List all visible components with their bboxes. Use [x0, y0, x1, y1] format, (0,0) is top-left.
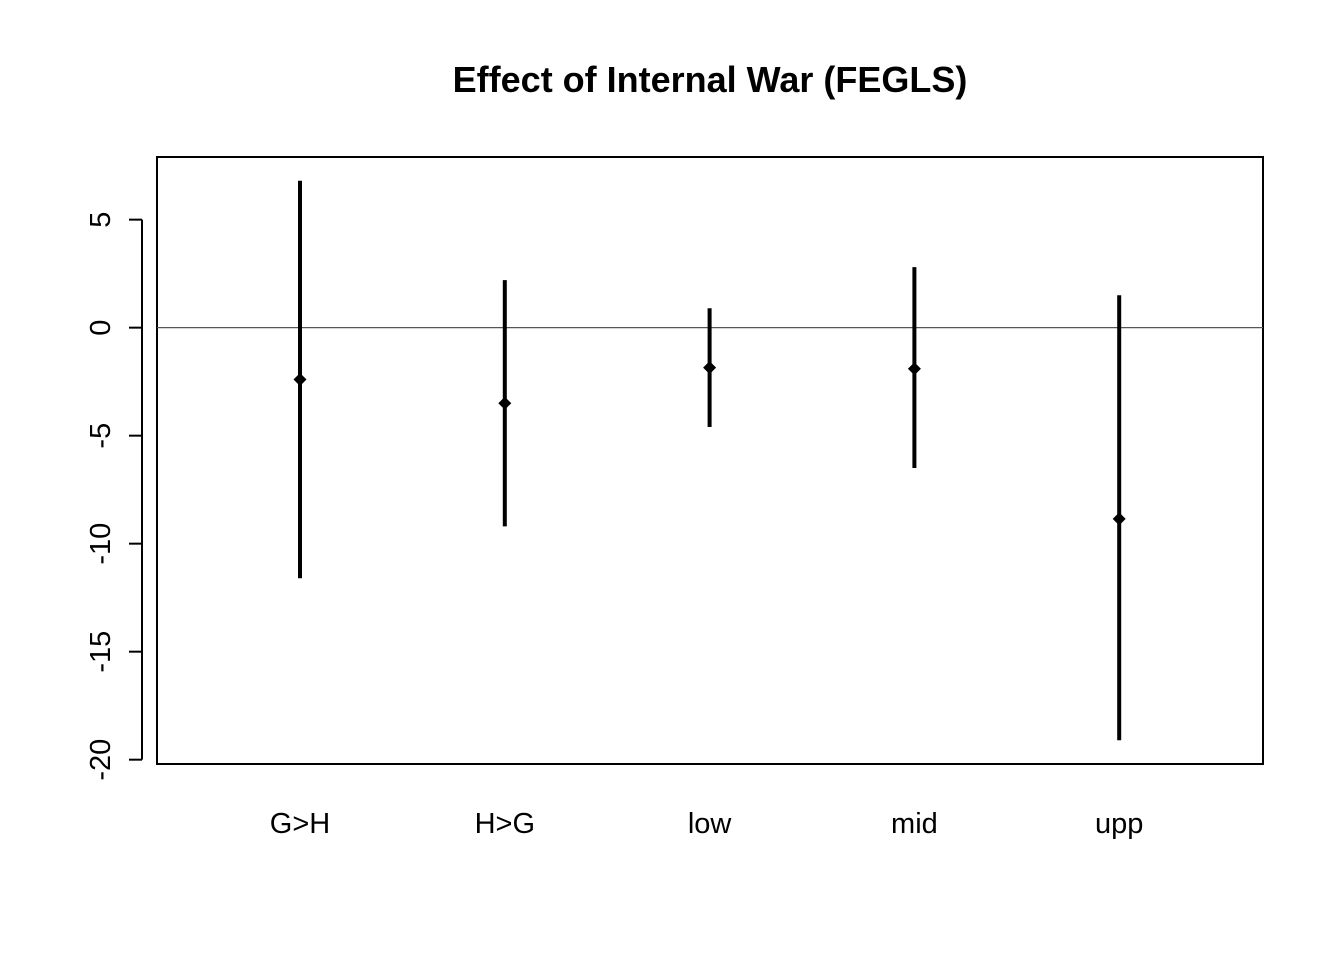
x-tick-label: G>H — [270, 808, 330, 840]
x-axis: G>H H>G low mid upp — [270, 808, 1144, 840]
estimate-point — [293, 372, 307, 386]
y-tick-label: -5 — [85, 423, 117, 449]
chart-marks — [157, 180, 1263, 741]
chart-title: Effect of Internal War (FEGLS) — [453, 59, 968, 100]
y-tick-label: -20 — [85, 739, 117, 781]
y-tick-label: -10 — [85, 523, 117, 565]
estimate-point — [703, 361, 717, 375]
y-tick-label: 5 — [85, 212, 117, 228]
y-axis: 5 0 -5 -10 -15 -20 — [85, 212, 143, 781]
x-tick-label: low — [688, 808, 733, 840]
y-tick-label: -15 — [85, 631, 117, 673]
y-tick-label: 0 — [85, 320, 117, 336]
x-tick-label: H>G — [475, 808, 535, 840]
estimate-point — [1112, 512, 1126, 526]
estimate-point — [498, 396, 512, 410]
x-tick-label: mid — [891, 808, 938, 840]
plot-frame — [156, 156, 1264, 765]
estimate-point — [907, 362, 921, 376]
x-tick-label: upp — [1095, 808, 1143, 840]
